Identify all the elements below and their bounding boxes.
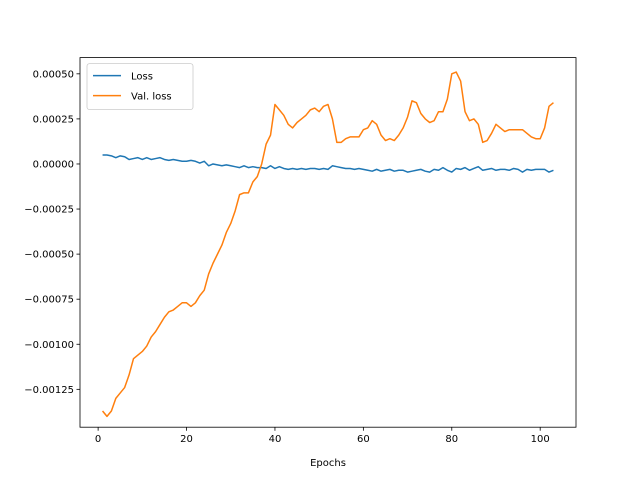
x-axis-ticks: 0 20 40 60 80 100: [95, 427, 550, 445]
y-tick-label: −0.00125: [24, 385, 74, 396]
y-axis-ticks: −0.00125 −0.00100 −0.00075 −0.00050 −0.00025…: [24, 69, 80, 396]
y-tick-label: 0.00025: [33, 114, 74, 125]
y-tick-label: −0.00100: [24, 340, 74, 351]
plot-frame: [79, 57, 577, 428]
series-line-loss: [102, 154, 554, 173]
x-axis-label: Epochs: [310, 458, 346, 469]
y-tick-label: 0.00000: [33, 159, 74, 170]
x-tick-label: 20: [180, 434, 193, 445]
y-tick-label: 0.00050: [33, 69, 74, 80]
x-tick-label: 60: [357, 434, 370, 445]
series-line-val-loss: [101, 71, 554, 418]
x-tick-label: 0: [95, 434, 101, 445]
x-tick-label: 100: [531, 434, 550, 445]
legend-label-loss: Loss: [131, 72, 153, 83]
x-tick-label: 40: [269, 434, 282, 445]
y-tick-label: −0.00025: [24, 205, 74, 216]
legend-box: [86, 63, 194, 110]
series-layer: [101, 71, 554, 418]
plot-area: [80, 57, 576, 428]
x-tick-label: 80: [445, 434, 458, 445]
y-tick-label: −0.00075: [24, 295, 74, 306]
legend-label-val-loss: Val. loss: [131, 92, 172, 103]
y-tick-label: −0.00050: [24, 250, 74, 261]
legend: Loss Val. loss: [86, 63, 194, 110]
